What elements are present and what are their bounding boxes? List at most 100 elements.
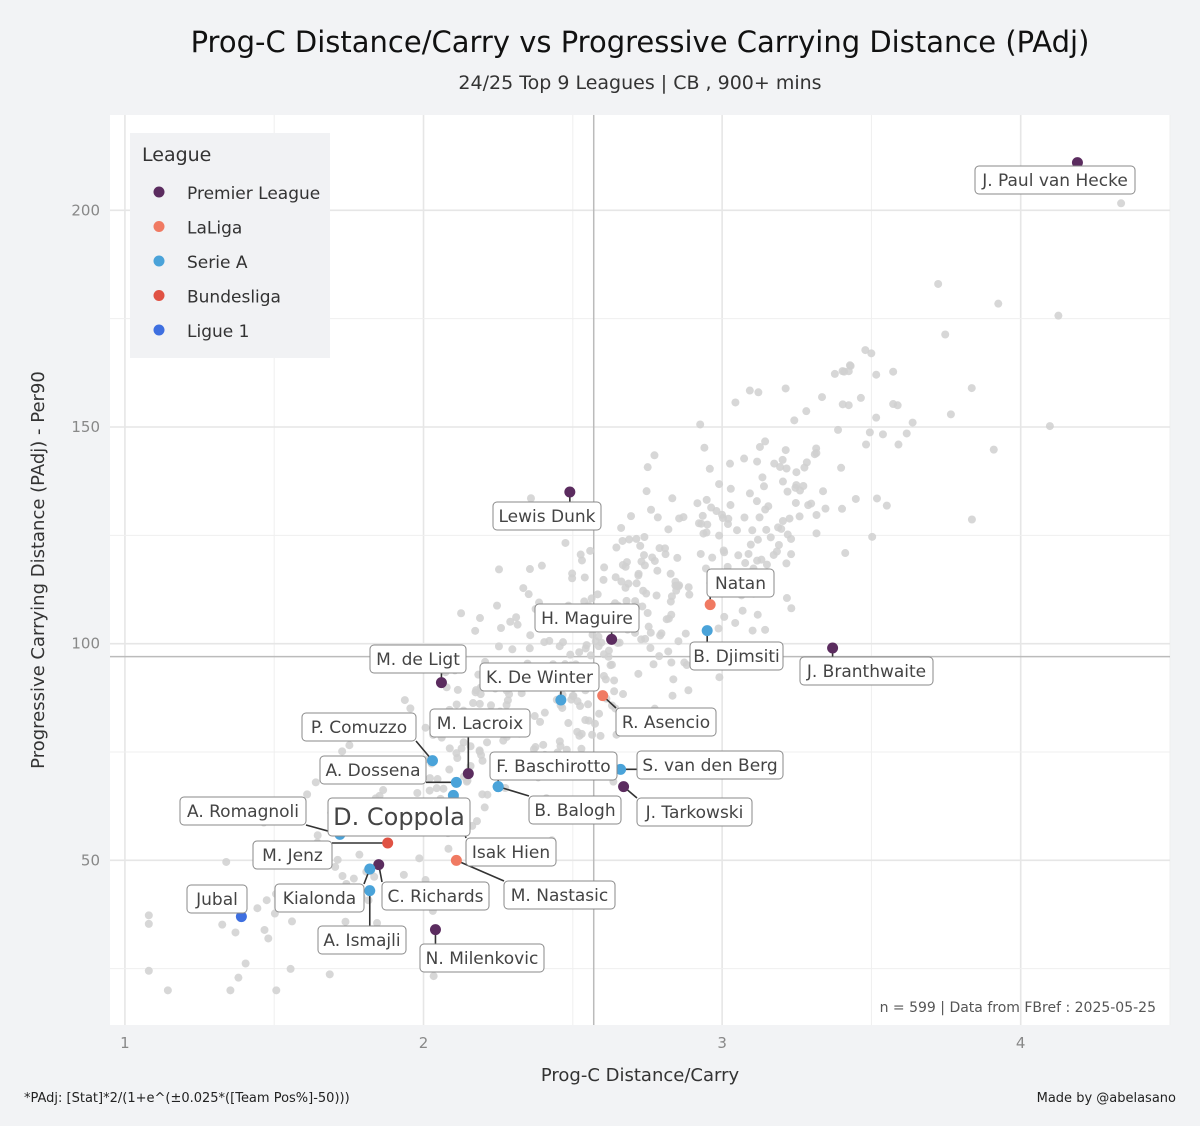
background-point bbox=[705, 464, 714, 473]
background-point bbox=[163, 986, 172, 995]
background-point bbox=[761, 437, 770, 446]
background-point bbox=[893, 401, 902, 410]
background-point bbox=[715, 531, 724, 540]
background-point bbox=[1054, 311, 1063, 320]
background-point bbox=[648, 553, 657, 562]
background-point bbox=[556, 742, 565, 751]
background-point bbox=[667, 658, 676, 667]
background-point bbox=[685, 590, 694, 599]
background-point bbox=[762, 560, 771, 569]
label-box-a-ismajli bbox=[317, 925, 407, 955]
point-b-djimsiti bbox=[701, 625, 713, 637]
background-point bbox=[612, 543, 621, 552]
background-point bbox=[867, 349, 876, 358]
background-point bbox=[644, 622, 653, 631]
background-point bbox=[639, 586, 648, 595]
background-point bbox=[802, 407, 811, 416]
background-point bbox=[774, 523, 783, 532]
y-tick-label: 100 bbox=[71, 635, 100, 653]
point-p-comuzzo bbox=[426, 755, 438, 767]
background-point bbox=[480, 803, 489, 812]
point-c-richards bbox=[373, 859, 385, 871]
background-point bbox=[593, 590, 602, 599]
label-s-van-den-berg: S. van den Berg bbox=[642, 756, 777, 776]
background-point bbox=[673, 553, 682, 562]
background-point bbox=[260, 925, 269, 934]
background-point bbox=[679, 513, 688, 522]
background-point bbox=[494, 642, 503, 651]
background-point bbox=[745, 489, 754, 498]
legend-label-laliga: LaLiga bbox=[187, 219, 242, 239]
background-point bbox=[595, 709, 604, 718]
background-point bbox=[838, 400, 847, 409]
chart-title: Prog-C Distance/Carry vs Progressive Car… bbox=[191, 25, 1090, 59]
background-point bbox=[144, 966, 153, 975]
background-point bbox=[830, 369, 839, 378]
background-point bbox=[791, 498, 800, 507]
background-point bbox=[539, 740, 548, 749]
background-point bbox=[812, 510, 821, 519]
background-point bbox=[761, 625, 770, 634]
background-point bbox=[746, 540, 755, 549]
background-point bbox=[819, 487, 828, 496]
label-m-nastasic: M. Nastasic bbox=[511, 886, 608, 906]
background-point bbox=[604, 646, 613, 655]
point-k-de-winter bbox=[555, 694, 567, 706]
background-point bbox=[618, 560, 627, 569]
background-point bbox=[439, 784, 448, 793]
background-point bbox=[502, 701, 511, 710]
background-point bbox=[444, 844, 453, 853]
background-point bbox=[415, 854, 424, 863]
background-point bbox=[429, 972, 438, 981]
background-point bbox=[457, 744, 466, 753]
background-point bbox=[606, 661, 615, 670]
background-point bbox=[791, 483, 800, 492]
background-point bbox=[445, 744, 454, 753]
label-a-romagnoli: A. Romagnoli bbox=[187, 802, 299, 822]
background-point bbox=[818, 393, 827, 402]
background-point bbox=[781, 446, 790, 455]
background-point bbox=[646, 643, 655, 652]
point-j-tarkowski bbox=[618, 781, 630, 793]
background-point bbox=[581, 644, 590, 653]
background-point bbox=[499, 736, 508, 745]
background-point bbox=[618, 536, 627, 545]
background-point bbox=[617, 523, 626, 532]
background-point bbox=[596, 731, 605, 740]
background-point bbox=[778, 477, 787, 486]
background-point bbox=[837, 463, 846, 472]
background-point bbox=[581, 716, 590, 725]
label-box-h-maguire bbox=[534, 603, 640, 633]
background-point bbox=[536, 717, 545, 726]
background-point bbox=[636, 541, 645, 550]
background-point bbox=[313, 831, 322, 840]
background-point bbox=[483, 790, 492, 799]
background-point bbox=[588, 630, 597, 639]
background-point bbox=[475, 699, 484, 708]
background-point bbox=[641, 634, 650, 643]
background-point bbox=[684, 583, 693, 592]
background-point bbox=[697, 519, 706, 528]
x-tick-labels: 1 2 3 4 bbox=[120, 1034, 1025, 1052]
background-point bbox=[878, 430, 887, 439]
background-point bbox=[231, 928, 240, 937]
background-point bbox=[946, 410, 955, 419]
background-point bbox=[519, 584, 528, 593]
background-point bbox=[580, 573, 589, 582]
background-point bbox=[576, 550, 585, 559]
background-point bbox=[524, 590, 533, 599]
background-point bbox=[495, 565, 504, 574]
background-point bbox=[400, 696, 409, 705]
y-tick-labels: 50 100 150 200 bbox=[71, 201, 100, 869]
label-k-de-winter: K. De Winter bbox=[486, 668, 593, 688]
legend-key-bundesliga bbox=[153, 290, 165, 301]
sample-note: n = 599 | Data from FBref : 2025-05-25 bbox=[880, 1000, 1156, 1016]
background-point bbox=[370, 872, 379, 881]
background-point bbox=[632, 534, 641, 543]
label-box-a-romagnoli bbox=[179, 796, 307, 826]
background-point bbox=[530, 712, 539, 721]
background-point bbox=[718, 510, 727, 519]
background-point bbox=[664, 614, 673, 623]
background-point bbox=[640, 533, 649, 542]
background-point bbox=[666, 569, 675, 578]
